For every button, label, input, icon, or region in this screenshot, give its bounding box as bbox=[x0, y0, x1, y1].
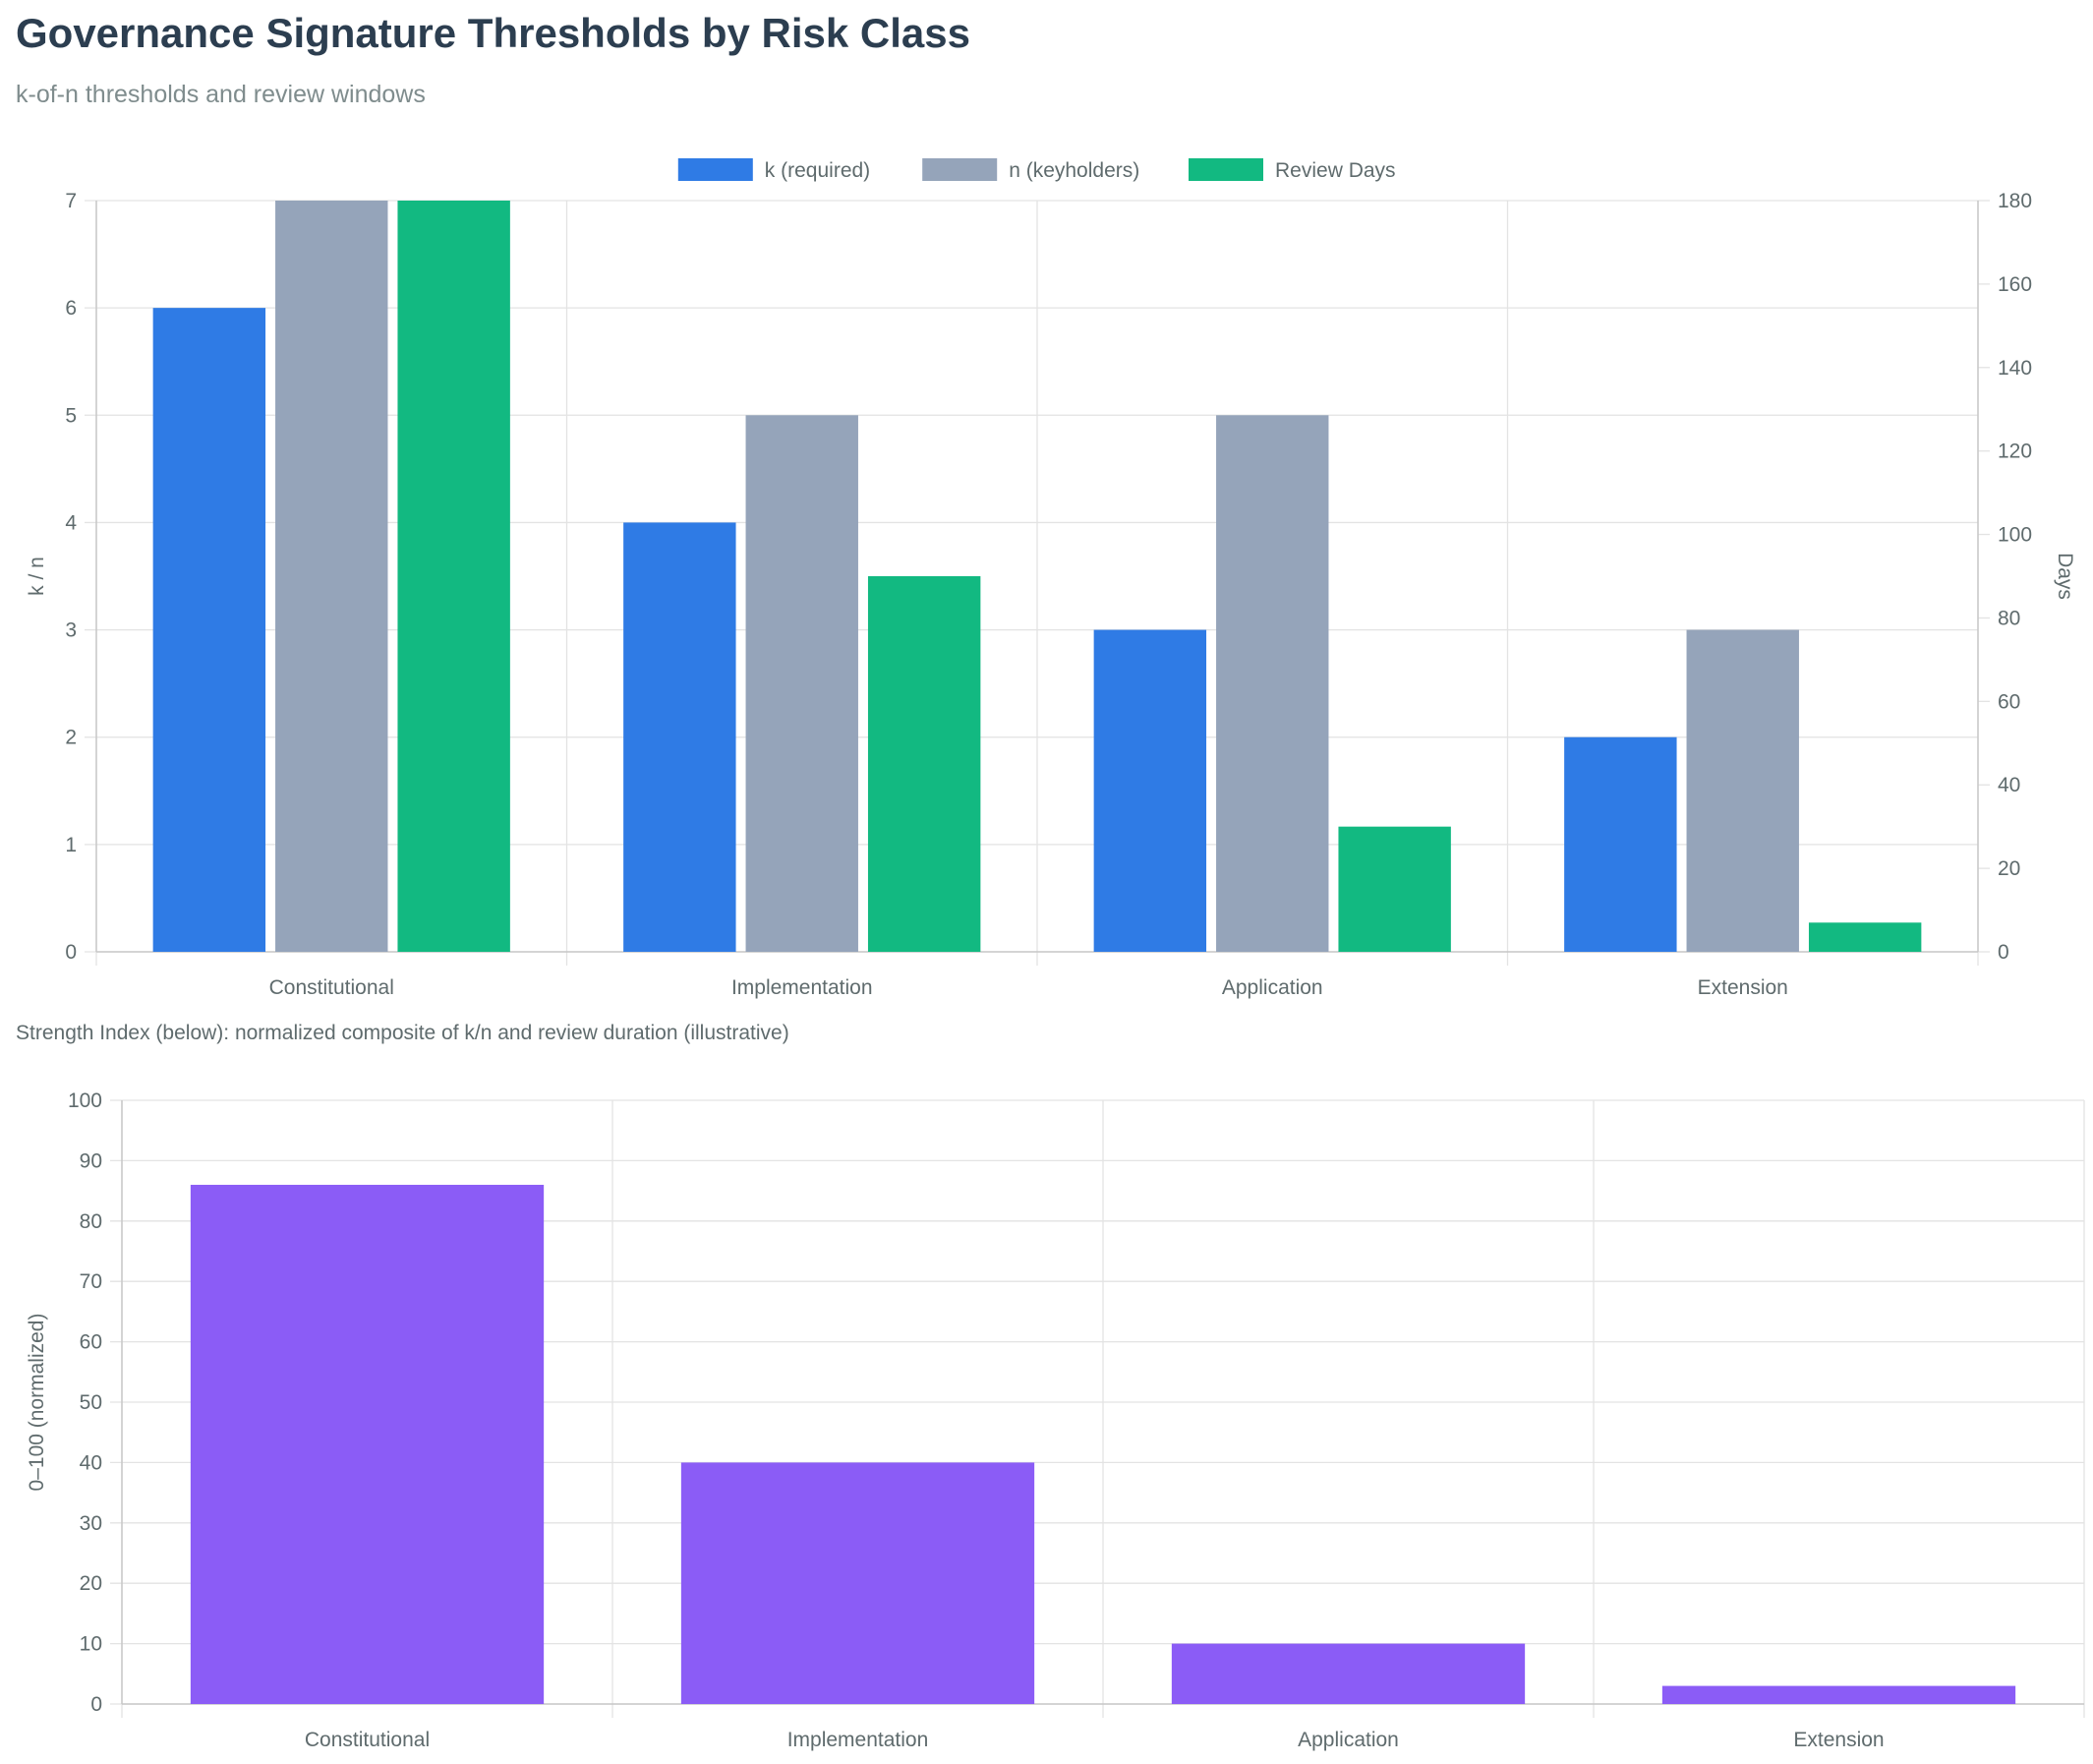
bar-n-keyholders-application bbox=[1216, 415, 1329, 952]
y2-tick-label: 140 bbox=[1998, 357, 2032, 380]
y-tick-label: 60 bbox=[80, 1331, 102, 1354]
bar-k-required-extension bbox=[1564, 736, 1677, 952]
bar-review-days-application bbox=[1338, 826, 1451, 952]
bar-strength-constitutional bbox=[190, 1184, 545, 1704]
y2-tick-label: 80 bbox=[1998, 607, 2020, 629]
y2-tick-label: 0 bbox=[1998, 941, 2009, 964]
y2-tick-label: 40 bbox=[1998, 774, 2020, 796]
legend-label-k-required: k (required) bbox=[765, 159, 870, 182]
y-tick-label: 0 bbox=[90, 1693, 102, 1716]
bar-strength-application bbox=[1171, 1643, 1526, 1704]
bar-n-keyholders-extension bbox=[1686, 629, 1799, 952]
y-tick-label: 70 bbox=[80, 1270, 102, 1293]
y2-tick-label: 180 bbox=[1998, 190, 2032, 212]
y-tick-label: 7 bbox=[65, 190, 77, 212]
x-tick-label: Implementation bbox=[731, 976, 873, 999]
bar-strength-implementation bbox=[680, 1462, 1035, 1704]
bar-k-required-implementation bbox=[623, 522, 736, 952]
x-tick-label: Extension bbox=[1793, 1729, 1884, 1751]
bar-strength-extension bbox=[1661, 1685, 2016, 1704]
legend-swatch-n-keyholders bbox=[922, 158, 998, 181]
x-tick-label: Application bbox=[1298, 1729, 1399, 1751]
legend-label-n-keyholders: n (keyholders) bbox=[1009, 159, 1139, 182]
x-tick-label: Constitutional bbox=[305, 1729, 430, 1751]
bar-k-required-constitutional bbox=[152, 308, 266, 953]
y-tick-label: 10 bbox=[80, 1633, 102, 1656]
y-tick-label: 2 bbox=[65, 727, 77, 749]
threshold-chart: 0 1 2 3 4 5 6 7 0 20 40 60 80 100 120 140 160 180 Constitu… bbox=[26, 158, 2076, 999]
x-tick-label: Extension bbox=[1698, 976, 1788, 999]
x-tick-label: Implementation bbox=[787, 1729, 929, 1751]
legend-swatch-review-days bbox=[1189, 158, 1263, 181]
y-tick-label: 30 bbox=[80, 1512, 102, 1535]
y-tick-label: 0 bbox=[65, 941, 77, 964]
y-tick-label: 40 bbox=[80, 1451, 102, 1474]
y-tick-label: 1 bbox=[65, 834, 77, 856]
y-tick-label: 4 bbox=[65, 511, 77, 534]
bar-review-days-extension bbox=[1808, 922, 1922, 952]
y2-tick-label: 120 bbox=[1998, 441, 2032, 463]
y2-tick-label: 100 bbox=[1998, 524, 2032, 547]
bar-k-required-application bbox=[1093, 629, 1207, 952]
y-tick-label: 80 bbox=[80, 1210, 102, 1233]
bar-review-days-constitutional bbox=[397, 201, 510, 952]
y-tick-label: 100 bbox=[68, 1089, 102, 1112]
y2-tick-label: 20 bbox=[1998, 857, 2020, 880]
y2-axis-title: Days bbox=[2054, 553, 2076, 600]
bar-n-keyholders-implementation bbox=[745, 415, 858, 952]
y-axis-title: 0–100 (normalized) bbox=[26, 1314, 48, 1492]
y2-tick-label: 160 bbox=[1998, 273, 2032, 296]
y-tick-label: 50 bbox=[80, 1391, 102, 1414]
bar-review-days-implementation bbox=[867, 576, 981, 952]
legend-swatch-k-required bbox=[677, 158, 753, 181]
y-tick-label: 3 bbox=[65, 619, 77, 642]
y-axis-title: k / n bbox=[26, 557, 48, 596]
y-tick-label: 5 bbox=[65, 404, 77, 427]
page-title: Governance Signature Thresholds by Risk … bbox=[16, 10, 970, 56]
x-tick-label: Application bbox=[1222, 976, 1323, 999]
y-tick-label: 6 bbox=[65, 297, 77, 320]
y-tick-label: 90 bbox=[80, 1149, 102, 1172]
strength-index-note: Strength Index (below): normalized compo… bbox=[16, 1022, 789, 1044]
y-tick-label: 20 bbox=[80, 1572, 102, 1595]
page-subtitle: k-of-n thresholds and review windows bbox=[16, 81, 426, 108]
bar-n-keyholders-constitutional bbox=[275, 201, 388, 952]
y2-tick-label: 60 bbox=[1998, 690, 2020, 713]
x-tick-label: Constitutional bbox=[269, 976, 394, 999]
legend-label-review-days: Review Days bbox=[1275, 159, 1396, 182]
